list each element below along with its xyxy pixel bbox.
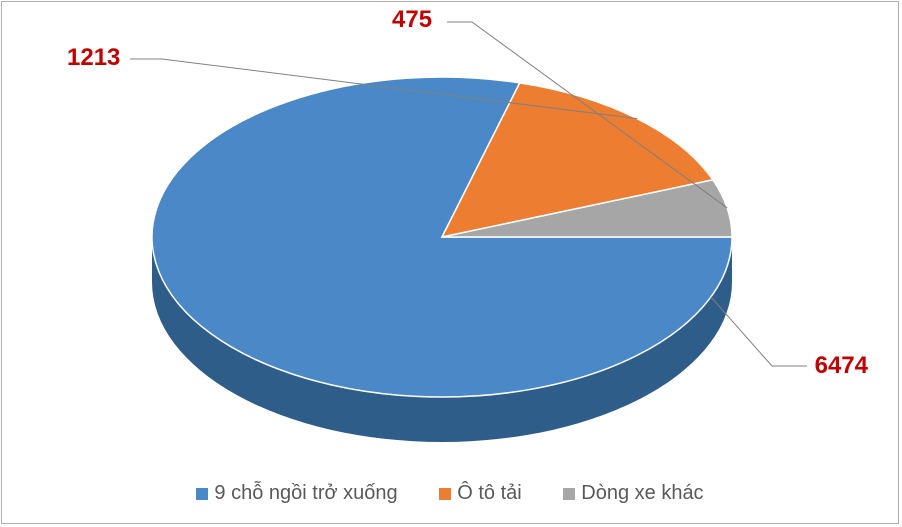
legend-label-2: Dòng xe khác [581, 482, 703, 504]
data-label-0: 6474 [815, 352, 868, 380]
legend-swatch-2 [563, 488, 575, 500]
pie-chart-svg [2, 2, 898, 523]
chart-frame: 6474 1213 475 9 chỗ ngồi trở xuống Ô tô … [1, 1, 899, 524]
legend-item-1: Ô tô tải [439, 482, 521, 505]
legend-item-0: 9 chỗ ngồi trở xuống [196, 482, 397, 505]
legend-item-2: Dòng xe khác [563, 482, 703, 505]
legend-label-1: Ô tô tải [457, 482, 521, 504]
legend-swatch-1 [439, 488, 451, 500]
legend: 9 chỗ ngồi trở xuống Ô tô tải Dòng xe kh… [2, 482, 898, 505]
legend-label-0: 9 chỗ ngồi trở xuống [214, 482, 397, 504]
legend-swatch-0 [196, 488, 208, 500]
data-label-2: 475 [392, 6, 432, 34]
data-label-1: 1213 [67, 44, 120, 72]
